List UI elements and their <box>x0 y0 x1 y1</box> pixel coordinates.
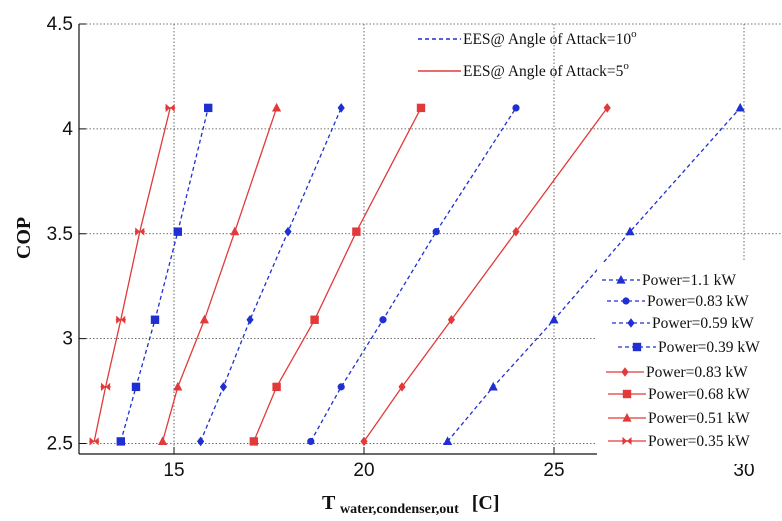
series-3-point-1 <box>131 382 141 392</box>
series-6-point-3 <box>230 226 240 236</box>
series-2-point-4 <box>337 103 345 113</box>
series-0 <box>443 102 745 446</box>
series-legend-label-2: Power=0.59 kW <box>652 315 754 332</box>
series-2-point-0 <box>197 436 205 447</box>
series-2-point-1 <box>219 382 227 392</box>
series-5-point-2 <box>310 315 319 324</box>
y-tick-label-3: 4 <box>62 119 73 140</box>
x-tick-label-1: 20 <box>353 460 374 481</box>
series-3-point-2 <box>150 315 160 324</box>
y-tick-label-4: 4.5 <box>47 14 73 35</box>
series-2-point-2 <box>246 314 254 325</box>
x-axis-title: T water,condenser,out [C] <box>322 492 500 518</box>
series-1-point-2 <box>379 316 387 324</box>
series-4-point-0 <box>360 436 368 447</box>
series-6-point-0 <box>158 436 168 446</box>
x-tick-label-0: 15 <box>163 460 184 481</box>
series-0-point-2 <box>549 314 559 324</box>
x-tick-label-2: 25 <box>543 460 564 481</box>
series-4-point-3 <box>512 226 520 237</box>
series-4-point-4 <box>603 103 611 113</box>
series-6 <box>158 102 282 446</box>
series-7 <box>89 103 176 446</box>
series-3-point-3 <box>173 227 182 236</box>
y-tick-label-2: 3.5 <box>47 224 73 245</box>
series-6-point-4 <box>272 102 282 112</box>
series-4-point-2 <box>447 314 455 325</box>
series-5-point-4 <box>416 103 426 113</box>
series-1 <box>307 104 520 446</box>
series-0-point-0 <box>443 436 453 446</box>
series-4-point-1 <box>398 382 406 392</box>
series-legend-label-6: Power=0.51 kW <box>648 410 750 427</box>
series-legend-label-0: Power=1.1 kW <box>642 272 736 289</box>
series-legend-marker-0 <box>616 275 626 284</box>
series-legend-label-1: Power=0.83 kW <box>647 293 749 310</box>
series-0-point-3 <box>625 226 635 236</box>
series-legend-label-5: Power=0.68 kW <box>648 386 750 403</box>
x-axis-title-main: T <box>322 492 336 514</box>
series-3 <box>116 103 213 446</box>
series-1-point-0 <box>307 437 315 446</box>
style-legend: EES@ Angle of Attack=10o EES@ Angle of At… <box>418 28 637 80</box>
series-4 <box>360 103 611 447</box>
series-2 <box>197 103 345 447</box>
series-5-point-3 <box>352 227 361 236</box>
x-axis-title-unit: [C] <box>472 492 500 514</box>
series-legend-marker-3 <box>632 342 642 352</box>
series-legend-marker-5 <box>622 389 632 399</box>
series-legend-background <box>597 262 782 464</box>
style-legend-label-0: EES@ Angle of Attack=10o <box>463 28 637 48</box>
y-axis-title: COP <box>13 217 35 259</box>
series-legend-marker-4 <box>621 367 629 377</box>
series-legend-marker-1 <box>622 297 630 305</box>
x-tick-label-3: 30 <box>733 460 754 481</box>
x-axis-title-subscript: water,condenser,out <box>340 502 459 517</box>
style-legend-label-1: EES@ Angle of Attack=5o <box>463 60 629 80</box>
series-layer <box>89 102 745 447</box>
series-3-point-4 <box>204 103 213 113</box>
series-legend-label-4: Power=0.83 kW <box>646 364 748 381</box>
series-5-point-1 <box>272 382 281 392</box>
series-1-point-4 <box>512 104 520 112</box>
series-6-point-2 <box>199 314 209 324</box>
series-1-point-1 <box>337 383 345 391</box>
series-3-point-0 <box>116 437 125 446</box>
series-2-point-3 <box>284 226 292 237</box>
series-0-point-1 <box>488 381 498 391</box>
series-legend-label-7: Power=0.35 kW <box>648 433 750 450</box>
series-5-point-0 <box>249 437 258 446</box>
series-legend: Power=1.1 kW Power=0.83 kW Power=0.59 kW Po… <box>597 262 782 464</box>
y-tick-label-1: 3 <box>62 329 73 350</box>
series-6-point-1 <box>173 381 183 391</box>
y-tick-label-0: 2.5 <box>47 434 73 455</box>
series-1-point-3 <box>432 228 440 236</box>
series-legend-label-3: Power=0.39 kW <box>658 339 760 356</box>
series-legend-marker-6 <box>622 413 632 422</box>
series-5 <box>249 103 426 446</box>
series-legend-marker-2 <box>627 318 635 328</box>
series-0-point-4 <box>735 102 745 112</box>
